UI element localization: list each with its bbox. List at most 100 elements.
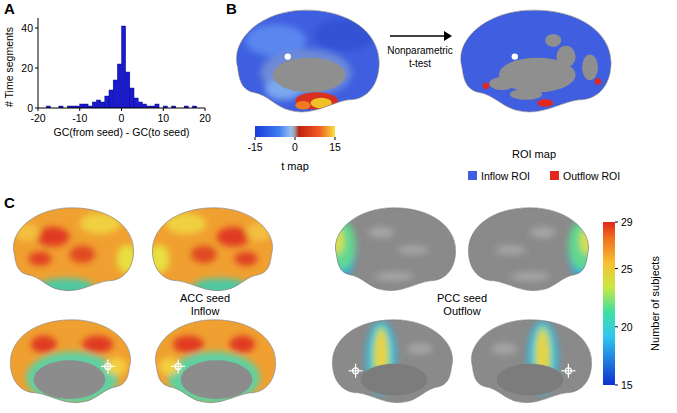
colorbar-tick-label: -15 [247, 141, 262, 153]
brain-surface [468, 208, 609, 291]
brain-patch [149, 245, 169, 273]
colorbar-tick [335, 137, 336, 140]
brain-region [556, 46, 575, 68]
histogram-bar [84, 104, 88, 108]
brain-surface [461, 10, 611, 112]
legend-label: Inflow ROI [481, 170, 530, 182]
brain-patch [36, 227, 69, 246]
seed-cross [565, 368, 571, 374]
brain-base [152, 208, 272, 291]
histogram-bar [126, 72, 130, 108]
brain-region [497, 364, 564, 396]
brain-patch [80, 213, 121, 234]
brain-region [295, 92, 338, 109]
brain-outline [335, 208, 455, 291]
brain-region [489, 77, 515, 90]
arrow-text: t-test [409, 58, 431, 69]
brain-patch [398, 246, 429, 255]
brain-patch [234, 252, 257, 266]
bars [46, 26, 196, 108]
brain-patch [511, 272, 549, 281]
histogram-bar [109, 90, 113, 108]
histogram-bar [155, 104, 159, 108]
brain-patch [82, 336, 113, 354]
brain-surface [471, 320, 591, 403]
brain-patch [191, 246, 217, 264]
brain-patch [580, 228, 593, 254]
brain-outline [461, 10, 611, 112]
seed-dot [512, 53, 518, 59]
x-tick-label: 10 [157, 112, 169, 124]
brain-patch [168, 351, 260, 404]
brain-base [236, 10, 379, 112]
legend-label: Outflow ROI [563, 170, 620, 182]
colorbar-tick [255, 137, 256, 140]
brain-patch [69, 246, 95, 264]
brain-region [34, 360, 106, 399]
y-axis-title: # Time segments [3, 27, 15, 107]
y-axis [38, 18, 39, 108]
brain-patches [149, 213, 272, 296]
brain-base [332, 320, 452, 403]
histogram-bar [138, 102, 142, 108]
brain-patch [31, 336, 57, 354]
histogram-bar [113, 80, 117, 108]
x-tick [205, 108, 206, 111]
x-tick-label: 20 [199, 112, 211, 124]
x-tick [163, 108, 164, 111]
brain-outline [236, 10, 379, 112]
brain-surface [155, 320, 275, 404]
seed-cross [568, 364, 569, 378]
brain-region [595, 78, 601, 84]
histogram-bar [96, 100, 100, 108]
y-tick-label: 20 [21, 62, 33, 74]
histogram-bar [101, 102, 105, 108]
brain-region [361, 364, 428, 396]
brain-region [510, 89, 542, 100]
seed-cross [105, 363, 111, 369]
x-tick [38, 108, 39, 111]
seed-cross [355, 364, 356, 378]
legend-swatch [468, 171, 477, 180]
brain-patch [173, 336, 204, 354]
x-axis-title: GC(from seed) - GC(to seed) [54, 126, 190, 138]
brain-outline [10, 320, 130, 403]
brain-patches [315, 217, 429, 284]
brain-region [273, 58, 346, 93]
colorbar-tick-label: 0 [292, 141, 298, 153]
colorbar-tick-label: 15 [329, 141, 341, 153]
brain-region [537, 99, 553, 107]
seed-cross [107, 359, 108, 373]
brain-patch [530, 227, 556, 238]
colorbar-tick [615, 385, 618, 386]
histogram-bar [122, 26, 126, 108]
histogram-bar [134, 98, 138, 108]
group-label: Outflow [443, 305, 480, 317]
histogram-bar [80, 104, 84, 108]
brain-surface [10, 320, 130, 404]
brain-surface [315, 208, 456, 291]
y-tick [35, 28, 38, 29]
brain-surface [332, 320, 452, 403]
histogram-bar [130, 88, 134, 108]
colorbar-tick [615, 222, 618, 223]
brain-base [155, 320, 275, 403]
brain-patch [165, 213, 206, 234]
brain-surface [13, 208, 137, 296]
colorbar-tick-label: 15 [621, 379, 633, 391]
colorbar-tick-label: 25 [621, 263, 633, 275]
brain-patch [492, 344, 518, 355]
colorbar-tick-label: 29 [621, 216, 633, 228]
caption: t map [281, 160, 309, 172]
figure-root: ABC02040-20-1001020GC(from seed) - GC(to… [0, 0, 677, 413]
group-label: ACC seed [180, 292, 230, 304]
panel-letter: B [226, 0, 237, 17]
brain-base [461, 10, 611, 112]
arrow-head [444, 31, 452, 41]
group-label: PCC seed [437, 292, 487, 304]
histogram-bar [117, 64, 121, 108]
brain-outline [13, 208, 133, 291]
legend-swatch [550, 171, 559, 180]
brain-patch [26, 351, 118, 404]
brain-patch [37, 278, 93, 296]
